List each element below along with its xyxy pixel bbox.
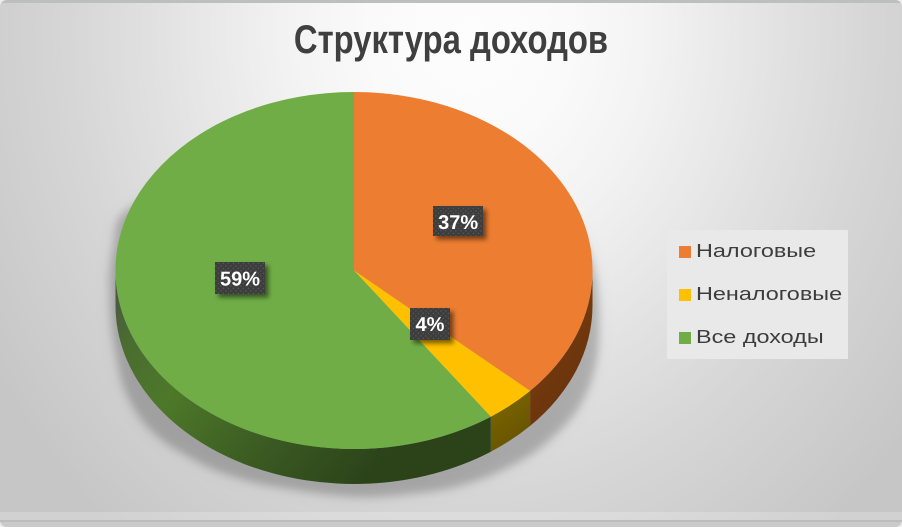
svg-text:37%: 37% — [438, 212, 478, 234]
svg-text:59%: 59% — [220, 269, 260, 291]
svg-text:4%: 4% — [416, 314, 445, 336]
